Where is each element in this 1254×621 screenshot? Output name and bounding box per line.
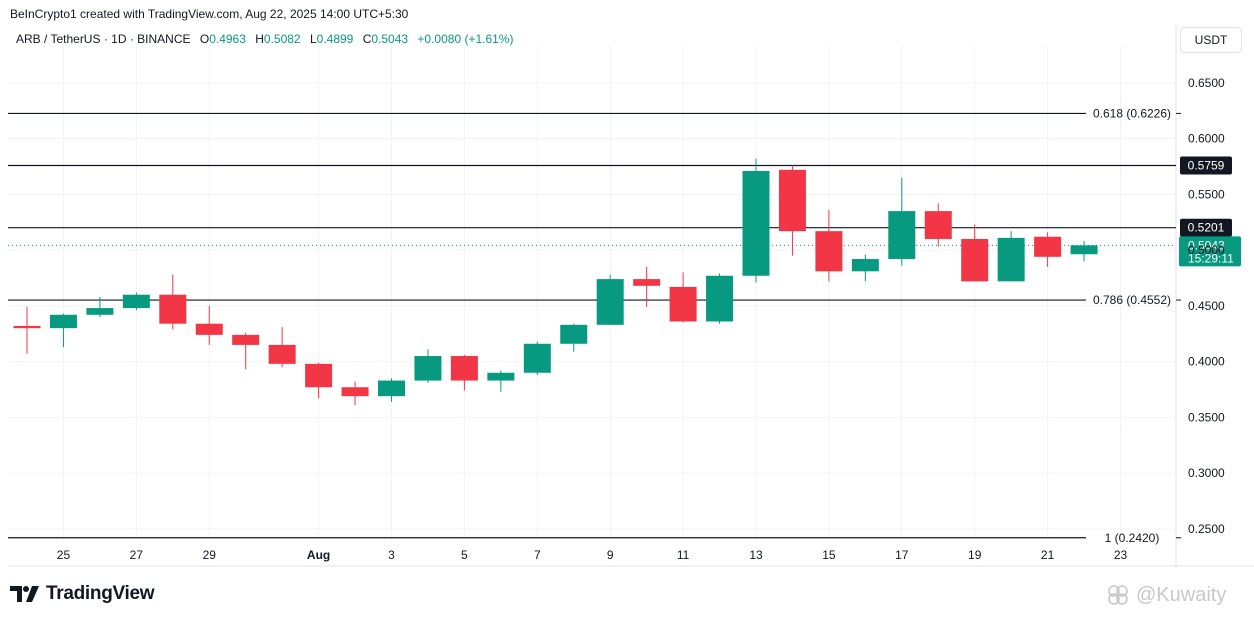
x-tick-label: 27 <box>130 548 144 562</box>
fib-level-label: 0.786 (0.4552) <box>1093 293 1171 307</box>
price-level-label: 0.5201 <box>1188 221 1225 235</box>
candle-body <box>742 170 770 276</box>
candle-body <box>888 211 916 260</box>
x-tick-label: 23 <box>1114 548 1128 562</box>
tradingview-brand-name: TradingView <box>46 583 155 604</box>
price-level-label: 0.5759 <box>1188 158 1225 172</box>
price-level-label-box <box>1180 156 1232 175</box>
tradingview-logo-icon <box>10 584 40 604</box>
watermark-logo-icon <box>1108 585 1128 605</box>
chart-credit: BeInCrypto1 created with TradingView.com… <box>10 7 409 21</box>
high-value: 0.5082 <box>263 32 301 46</box>
x-tick-label: 15 <box>822 548 836 562</box>
chart-grid <box>8 25 1254 567</box>
currency-unit-button[interactable]: USDT <box>1180 27 1242 53</box>
candle-body <box>232 334 260 345</box>
candle-body <box>159 294 187 324</box>
watermark-text: @Kuwaity <box>1136 583 1227 606</box>
open-label: O <box>199 32 210 46</box>
candle-body <box>1070 245 1098 255</box>
candle-body <box>305 363 333 388</box>
y-tick-label: 0.4500 <box>1188 299 1225 313</box>
candle-body <box>961 238 989 282</box>
price-levels: 0.618 (0.6226) 0.5759 0.5201 0.786 (0.4552)… <box>8 106 1241 545</box>
candle-body <box>633 279 661 286</box>
change-value: +0.0080 (+1.61%) <box>417 32 514 46</box>
candle-body <box>778 169 806 232</box>
candle-body <box>450 356 478 381</box>
author-watermark: @Kuwaity <box>1106 583 1226 607</box>
current-price-label-box <box>1179 236 1241 267</box>
y-tick-label: 0.5000 <box>1188 243 1225 257</box>
x-tick-label: 7 <box>534 548 541 562</box>
candle-body <box>195 323 223 335</box>
candle-body <box>341 387 369 397</box>
x-tick-label: 25 <box>57 548 71 562</box>
fib-level-label: 0.618 (0.6226) <box>1093 106 1171 120</box>
current-price-label: 0.5043 <box>1188 238 1225 252</box>
candle-body <box>13 325 41 329</box>
time-axis: 25 27 29 Aug 3 5 7 9 11 13 15 17 19 21 23 <box>57 548 1128 562</box>
x-tick-label: 11 <box>677 548 690 562</box>
price-axis: 0.6500 0.6000 0.5500 0.5000 0.4500 0.4000 0.35… <box>1188 76 1225 536</box>
candle-body <box>268 344 296 364</box>
x-tick-label: 19 <box>968 548 982 562</box>
x-tick-label: 29 <box>203 548 217 562</box>
candle-body <box>560 324 588 344</box>
candle-body <box>924 211 952 239</box>
close-value: 0.5043 <box>371 32 409 46</box>
candle-body <box>706 275 734 322</box>
candle-body <box>815 231 843 272</box>
candle-body <box>487 372 515 381</box>
bar-countdown-label: 15:29:11 <box>1188 251 1234 265</box>
candle-body <box>122 294 150 309</box>
open-value: 0.4963 <box>209 32 246 46</box>
candle-body <box>1034 236 1062 257</box>
y-tick-label: 0.2500 <box>1188 522 1225 536</box>
candles <box>13 158 1098 406</box>
candle-body <box>378 380 405 397</box>
x-tick-label: 3 <box>388 548 395 562</box>
y-tick-label: 0.3000 <box>1188 466 1225 480</box>
high-label: H <box>255 32 264 46</box>
currency-unit-label: USDT <box>1194 33 1228 47</box>
y-tick-label: 0.4000 <box>1188 355 1225 369</box>
symbol-legend: ARB / TetherUS · 1D · BINANCE O0.4963 H0… <box>16 32 513 46</box>
y-tick-label: 0.3500 <box>1188 410 1225 424</box>
symbol-name[interactable]: ARB / TetherUS · 1D · BINANCE <box>16 32 191 46</box>
low-label: L <box>309 32 317 46</box>
candle-body <box>997 237 1025 282</box>
x-tick-label: 9 <box>607 548 614 562</box>
x-tick-label: 17 <box>895 548 909 562</box>
candle-body <box>596 279 624 325</box>
candle-body <box>851 259 879 272</box>
y-tick-label: 0.6000 <box>1188 132 1225 146</box>
y-tick-label: 0.5500 <box>1188 187 1225 201</box>
candle-body <box>86 308 114 315</box>
tradingview-brand[interactable]: TradingView <box>10 582 155 606</box>
candle-body <box>414 356 442 381</box>
x-tick-label: 13 <box>749 548 763 562</box>
x-tick-label: 5 <box>461 548 468 562</box>
x-tick-label: 21 <box>1041 548 1055 562</box>
y-tick-label: 0.6500 <box>1188 76 1225 90</box>
candle-body <box>49 314 77 329</box>
fib-level-label: 1 (0.2420) <box>1105 531 1160 545</box>
candle-body <box>523 343 551 373</box>
candle-body <box>669 286 697 322</box>
low-value: 0.4899 <box>316 32 354 46</box>
close-label: C <box>362 32 372 46</box>
price-level-label-box <box>1180 218 1232 237</box>
x-tick-label: Aug <box>307 548 330 562</box>
